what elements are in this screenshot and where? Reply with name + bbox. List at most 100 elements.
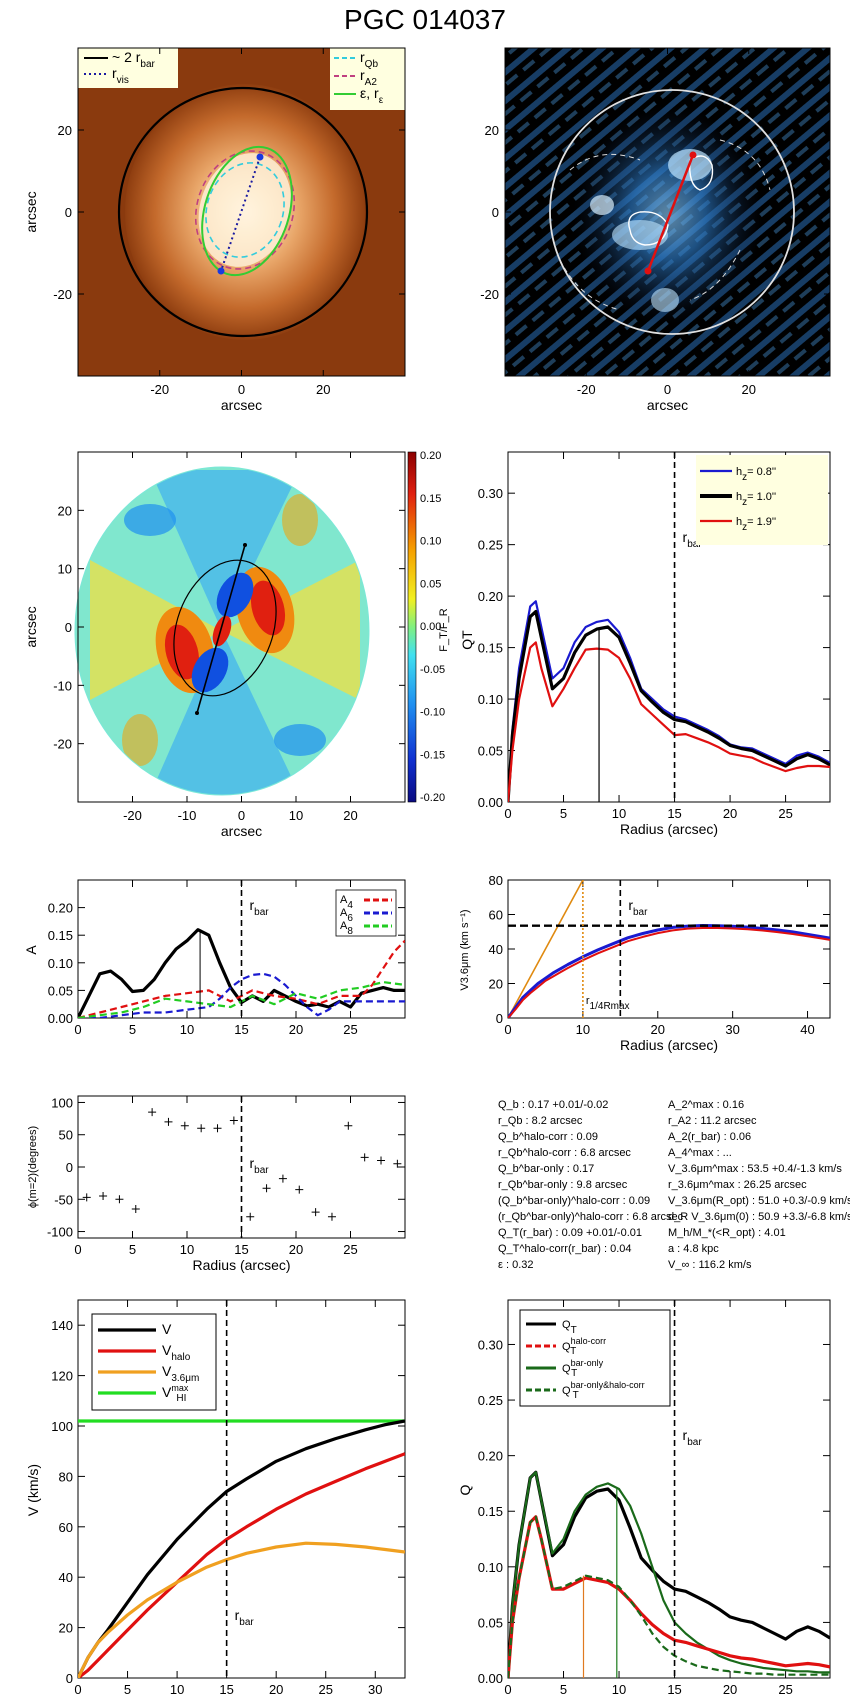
phase-point — [99, 1192, 108, 1201]
dashed-contour — [559, 139, 771, 311]
label-main: r — [360, 49, 365, 65]
y-tick-label: 20 — [489, 977, 503, 992]
bar-end-marker — [644, 267, 652, 275]
legend-entry: A8 — [340, 920, 353, 937]
label-main: V — [162, 1321, 172, 1337]
x-tick-label: 20 — [723, 1682, 737, 1697]
x-tick-label: 40 — [800, 1022, 814, 1037]
axes: -20 0 20 -20 0 20 arcsec arcsec — [23, 48, 405, 413]
label-sub: bar — [254, 1165, 269, 1176]
axes: -20 -10 0 10 20 -20 -10 0 10 20 arcsec arcsec — [23, 452, 405, 839]
residual-blob — [651, 288, 679, 312]
info-line: d_R V_3.6μm(0) : 50.9 +3.3/-6.8 km/s/kpc — [668, 1211, 850, 1223]
page-title: PGC 014037 — [344, 4, 506, 35]
phase-point — [360, 1153, 369, 1162]
colorbar-tick-label: 0.05 — [420, 578, 441, 590]
label-sub: Qb — [365, 59, 379, 70]
bar-ellipse — [173, 559, 277, 697]
info-line: Q_b^halo-corr : 0.09 — [498, 1131, 598, 1143]
y-tick-label: 0.10 — [478, 1560, 503, 1575]
rqb-ellipse — [205, 162, 285, 258]
x-tick-label: 25 — [343, 1022, 357, 1037]
legend-entry: A6 — [340, 907, 353, 924]
x-tick-label: 10 — [180, 1242, 194, 1257]
series-line — [508, 610, 830, 802]
y-tick-label: 0.05 — [478, 1615, 503, 1630]
y-tick-label: 40 — [59, 1570, 73, 1585]
residual-blob — [612, 220, 668, 250]
x-tick-label: 20 — [742, 382, 756, 397]
x-axis-label: arcsec — [647, 397, 688, 413]
label-sub: 4 — [347, 900, 353, 911]
x-tick-label: 20 — [343, 808, 357, 823]
label-sup: bar-only&halo-corr — [571, 1380, 645, 1390]
y-axis-label: V (km/s) — [25, 1464, 41, 1516]
y-tick-label: 40 — [489, 942, 503, 957]
series-line — [508, 1515, 830, 1678]
series-line — [78, 1541, 405, 1678]
y-tick-label: 100 — [51, 1419, 73, 1434]
label-sub: T — [570, 1346, 576, 1357]
label-sub: 1/4Rmax — [590, 1001, 630, 1012]
y-axis-label: arcsec — [23, 606, 39, 647]
y-tick-label: 0.15 — [48, 928, 73, 943]
label-sub: bar — [140, 59, 155, 70]
y-tick-label: 0.25 — [478, 538, 503, 553]
frame — [507, 1299, 831, 1679]
x-axis-label: Radius (arcsec) — [192, 1697, 290, 1700]
info-line: V_3.6μm^max : 53.5 +0.4/-1.3 km/s — [668, 1163, 842, 1175]
residual-circle — [549, 89, 795, 335]
bar-major-axis — [196, 544, 246, 714]
bar-end-marker — [243, 543, 247, 547]
phase-point — [115, 1195, 124, 1204]
residual-image-panel: -20 0 20 -20 0 20 arcsec — [480, 47, 831, 413]
legend-value: = 0.8'' — [747, 466, 776, 478]
rbar-label: rbar — [683, 529, 703, 550]
x-tick-label: 20 — [289, 1242, 303, 1257]
legend-box-left — [78, 48, 178, 88]
label-sub: bar — [239, 1617, 254, 1628]
y-tick-label: -10 — [53, 678, 72, 693]
rvis-end-marker — [256, 153, 264, 161]
phase-point — [229, 1116, 238, 1125]
info-line: r_3.6μm^max : 26.25 arcsec — [668, 1179, 807, 1191]
colorbar-tick-label: 0.20 — [420, 450, 441, 462]
legend-entry: A4 — [340, 894, 353, 911]
y-axis-label: arcsec — [23, 191, 39, 232]
y-tick-label: 0 — [66, 1160, 73, 1175]
x-tick-label: 0 — [504, 806, 511, 821]
y-tick-label: 0 — [65, 620, 72, 635]
x-tick-label: 5 — [560, 806, 567, 821]
y-tick-label: 120 — [51, 1369, 73, 1384]
x-tick-label: 25 — [778, 1682, 792, 1697]
label-main: Q — [562, 1341, 571, 1353]
force-map-edge — [74, 466, 370, 796]
y-tick-label: 0.20 — [48, 901, 73, 916]
legend-value: = 1.9'' — [747, 516, 776, 528]
rbar-label: rbar — [235, 1607, 255, 1628]
series-line — [78, 939, 405, 1018]
y-tick-label: 60 — [489, 908, 503, 923]
y-tick-label: 100 — [51, 1095, 73, 1110]
x-tick-label: 0 — [238, 808, 245, 823]
y-tick-label: 80 — [59, 1469, 73, 1484]
series-line — [508, 600, 830, 802]
2rbar-circle — [117, 86, 369, 338]
x-tick-label: 15 — [667, 1682, 681, 1697]
phase-point — [131, 1204, 140, 1213]
legend-entry: V3.6μm — [162, 1363, 199, 1384]
label-main: h — [736, 491, 742, 503]
label-main: r — [235, 1607, 240, 1623]
x-tick-label: 15 — [219, 1682, 233, 1697]
phase-point — [377, 1156, 386, 1165]
y-tick-label: 20 — [58, 123, 72, 138]
epsilon-ellipse — [201, 145, 293, 277]
phase-point — [82, 1193, 91, 1202]
label-main: Q — [562, 1385, 571, 1397]
y-tick-label: 0.05 — [478, 744, 503, 759]
y-tick-label: 0.20 — [478, 1449, 503, 1464]
y-tick-label: 20 — [58, 503, 72, 518]
